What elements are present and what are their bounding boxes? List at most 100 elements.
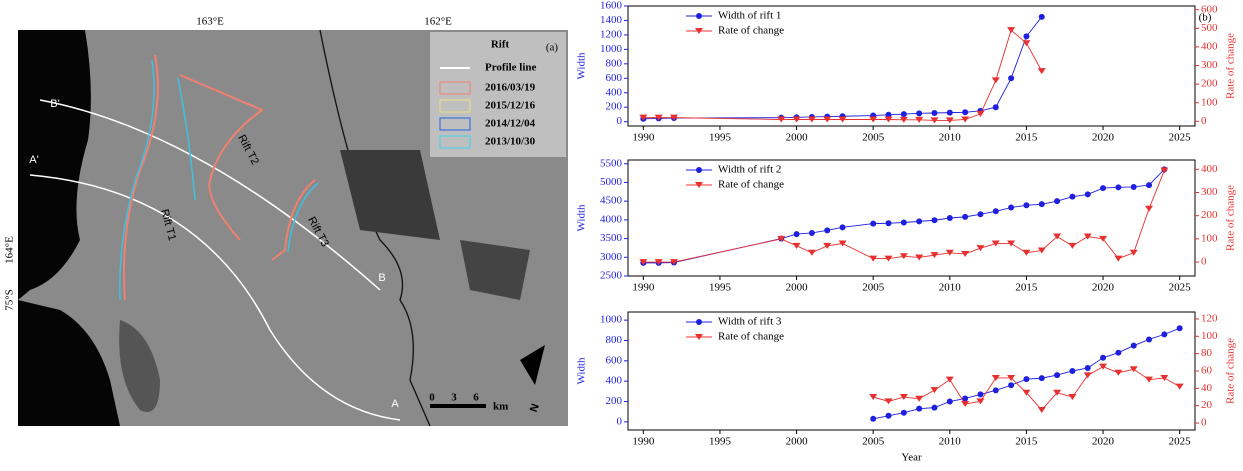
marker (869, 394, 877, 400)
scale-unit: km (493, 401, 508, 413)
y2-axis-label: Rate of change (1225, 33, 1237, 99)
x-tick-label: 2015 (1015, 282, 1038, 294)
marker (1100, 355, 1106, 361)
profile-label: B (378, 272, 385, 284)
marker (1008, 205, 1014, 211)
y2-tick-label: 300 (1201, 186, 1218, 198)
marker (976, 111, 984, 117)
marker (1054, 198, 1060, 204)
marker (1115, 350, 1121, 356)
y-tick-label: 400 (606, 375, 623, 387)
y2-tick-label: 100 (1201, 330, 1218, 342)
y-tick-label: 0 (617, 415, 623, 427)
x-tick-label: 2025 (1169, 282, 1192, 294)
figure: 163°E 162°E 164°E 75°S (a) Rift Profile … (0, 0, 1243, 466)
marker (916, 406, 922, 412)
map-panel: 163°E 162°E 164°E 75°S (a) Rift Profile … (4, 16, 568, 426)
plot-frame (628, 312, 1195, 430)
y2-tick-label: 300 (1201, 59, 1218, 71)
lon-label: 162°E (424, 16, 452, 28)
x-axis-label: Year (901, 452, 922, 464)
marker (794, 231, 800, 237)
x-tick-label: 2010 (939, 132, 962, 144)
marker (1068, 243, 1076, 249)
legend-title: Rift (491, 39, 510, 51)
x-tick-label: 2000 (786, 282, 809, 294)
y-tick-label: 5000 (600, 176, 623, 188)
y-tick-label: 4500 (600, 195, 623, 207)
marker (1008, 382, 1014, 388)
x-tick-label: 2005 (862, 132, 885, 144)
y-tick-label: 800 (606, 334, 623, 346)
marker (901, 219, 907, 225)
marker (1022, 390, 1030, 396)
profile-label: A' (29, 154, 38, 166)
marker (1053, 390, 1061, 396)
marker (1023, 202, 1029, 208)
y-tick-label: 400 (606, 86, 623, 98)
y-tick-label: 4000 (600, 213, 623, 225)
x-tick-label: 1995 (709, 282, 732, 294)
marker (977, 211, 983, 217)
y2-tick-label: 100 (1201, 96, 1218, 108)
series-line (873, 328, 1179, 419)
marker (1177, 325, 1183, 331)
y-tick-label: 0 (617, 115, 623, 127)
series-line (643, 17, 1041, 119)
marker (931, 405, 937, 411)
series-line (873, 367, 1179, 410)
y-tick-label: 200 (606, 101, 623, 113)
x-tick-label: 2020 (1092, 436, 1115, 448)
marker (992, 77, 1000, 83)
y-axis-label: Width (576, 204, 588, 232)
marker (916, 218, 922, 224)
x-tick-label: 2025 (1169, 436, 1192, 448)
lon-label: 163°E (196, 16, 224, 28)
marker (962, 109, 968, 115)
marker (993, 104, 999, 110)
marker (976, 398, 984, 404)
y-tick-label: 600 (606, 354, 623, 366)
marker (961, 401, 969, 407)
legend-label: 2013/10/30 (485, 136, 536, 148)
marker (1085, 365, 1091, 371)
marker (1146, 182, 1152, 188)
x-tick-label: 2000 (786, 132, 809, 144)
marker (840, 224, 846, 230)
plot-frame (628, 6, 1195, 126)
marker (1008, 75, 1014, 81)
scale-label: 6 (473, 392, 479, 404)
scale-label: 3 (451, 392, 457, 404)
marker (870, 416, 876, 422)
marker (886, 220, 892, 226)
y-tick-label: 200 (606, 395, 623, 407)
marker (1054, 372, 1060, 378)
y2-tick-label: 40 (1201, 382, 1213, 394)
x-tick-label: 2020 (1092, 282, 1115, 294)
marker (886, 413, 892, 419)
marker (1038, 407, 1046, 413)
y2-tick-label: 200 (1201, 209, 1218, 221)
marker (808, 250, 816, 256)
marker (1100, 185, 1106, 191)
legend-marker (696, 319, 702, 325)
y2-tick-label: 0 (1201, 417, 1207, 429)
marker (824, 227, 830, 233)
marker (993, 387, 999, 393)
legend-label: Width of rift 1 (718, 10, 781, 22)
marker (1039, 201, 1045, 207)
y2-axis-label: Rate of change (1225, 185, 1237, 251)
x-tick-label: 2020 (1092, 132, 1115, 144)
marker (1161, 331, 1167, 337)
panel-label: (a) (546, 42, 559, 54)
legend-label: Rate of change (718, 331, 784, 343)
y-tick-label: 1200 (600, 28, 623, 40)
scale-label: 0 (429, 392, 435, 404)
marker (1146, 336, 1152, 342)
marker (901, 111, 907, 117)
marker (1039, 375, 1045, 381)
marker (1131, 184, 1137, 190)
x-tick-label: 1995 (709, 436, 732, 448)
marker (1114, 256, 1122, 262)
marker (885, 398, 893, 404)
